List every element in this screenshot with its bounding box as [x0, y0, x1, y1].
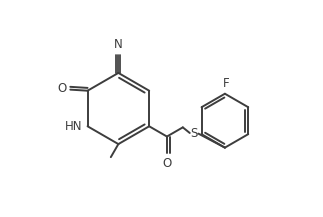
- Text: HN: HN: [65, 120, 83, 133]
- Text: S: S: [190, 127, 197, 140]
- Text: O: O: [57, 82, 67, 95]
- Text: N: N: [114, 38, 123, 51]
- Text: O: O: [162, 157, 172, 169]
- Text: F: F: [223, 77, 229, 90]
